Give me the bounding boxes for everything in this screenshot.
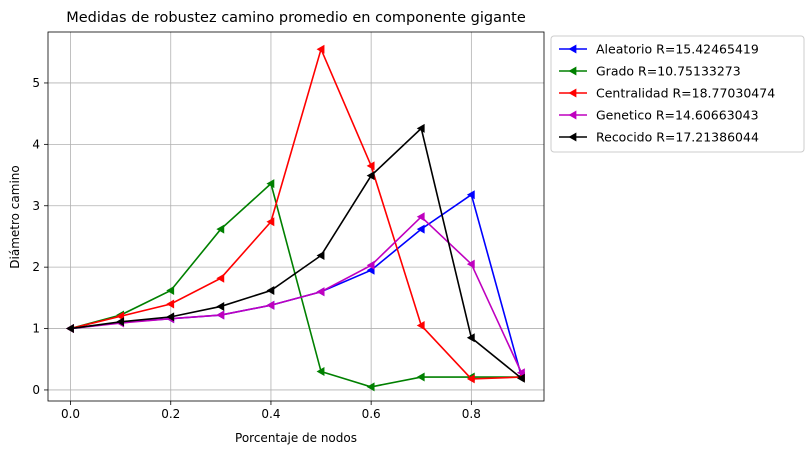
legend-label: Aleatorio R=15.42465419: [596, 42, 759, 57]
legend-item: Grado R=10.75133273: [559, 64, 741, 79]
data-point: [266, 285, 275, 295]
legend-marker: [568, 110, 577, 120]
y-tick-label: 5: [32, 76, 40, 90]
legend-box: [550, 35, 805, 153]
series-line: [70, 46, 522, 380]
series-1: [66, 179, 525, 392]
x-tick-label: 0.4: [261, 407, 280, 421]
data-point: [466, 374, 475, 384]
data-point: [416, 212, 425, 222]
legend-marker: [568, 88, 577, 98]
y-axis-label: Diámetro camino: [8, 165, 22, 268]
data-point: [66, 324, 74, 334]
data-point: [366, 161, 375, 171]
legend-item: Centralidad R=18.77030474: [559, 86, 775, 101]
data-point: [366, 171, 375, 181]
data-point: [366, 260, 375, 270]
legend-marker: [568, 66, 577, 76]
data-point: [116, 317, 125, 327]
legend-marker: [568, 44, 577, 54]
series-line: [70, 182, 522, 388]
data-point: [216, 310, 225, 320]
chart-title: Medidas de robustez camino promedio en c…: [66, 10, 526, 26]
legend-item: Aleatorio R=15.42465419: [559, 42, 759, 57]
legend: Aleatorio R=15.42465419 Grado R=10.751332…: [550, 35, 805, 153]
series-3: [66, 212, 525, 378]
legend-item: Recocido R=17.21386044: [559, 130, 759, 145]
x-tick-label: 0.2: [161, 407, 180, 421]
data-point: [316, 287, 325, 297]
y-axis: 0 1 2 3 4 5: [32, 76, 48, 397]
y-tick-label: 0: [32, 383, 40, 397]
data-point: [266, 217, 275, 227]
data-point: [416, 224, 425, 234]
data-point: [516, 373, 525, 383]
data-point: [416, 123, 425, 133]
data-point: [416, 372, 425, 382]
plot-area-frame: [47, 31, 545, 402]
x-axis: 0.0 0.2 0.4 0.6 0.8: [61, 401, 481, 421]
series-2: [66, 44, 525, 384]
x-tick-label: 0.0: [61, 407, 80, 421]
data-point: [466, 333, 475, 343]
data-point: [316, 44, 325, 54]
y-tick-label: 2: [32, 260, 40, 274]
data-point: [216, 301, 225, 311]
series-0: [66, 190, 525, 381]
data-point: [416, 320, 425, 330]
legend-label: Genetico R=14.60663043: [596, 108, 759, 123]
data-point: [316, 250, 325, 260]
legend-label: Centralidad R=18.77030474: [596, 86, 775, 101]
y-tick-label: 4: [32, 137, 40, 151]
data-point: [366, 382, 375, 392]
legend-marker: [568, 132, 577, 142]
y-tick-label: 1: [32, 322, 40, 336]
data-point: [166, 312, 175, 322]
series-line: [70, 215, 523, 374]
data-point: [466, 190, 475, 200]
legend-label: Grado R=10.75133273: [596, 64, 741, 79]
x-tick-label: 0.6: [362, 407, 381, 421]
data-point: [166, 285, 175, 295]
data-point: [466, 259, 475, 269]
data-point: [216, 224, 225, 234]
y-tick-label: 3: [32, 199, 40, 213]
x-tick-label: 0.8: [462, 407, 481, 421]
data-point: [216, 273, 225, 283]
grid: [48, 32, 544, 401]
data-point: [166, 299, 175, 309]
data-point: [266, 179, 275, 189]
series-line: [70, 126, 522, 379]
legend-label: Recocido R=17.21386044: [596, 130, 759, 145]
data-point: [316, 367, 325, 377]
data-point: [266, 300, 275, 310]
series-layer: [66, 44, 525, 392]
series-line: [70, 193, 523, 377]
legend-item: Genetico R=14.60663043: [559, 108, 759, 123]
series-4: [66, 123, 525, 383]
x-axis-label: Porcentaje de nodos: [235, 431, 357, 445]
